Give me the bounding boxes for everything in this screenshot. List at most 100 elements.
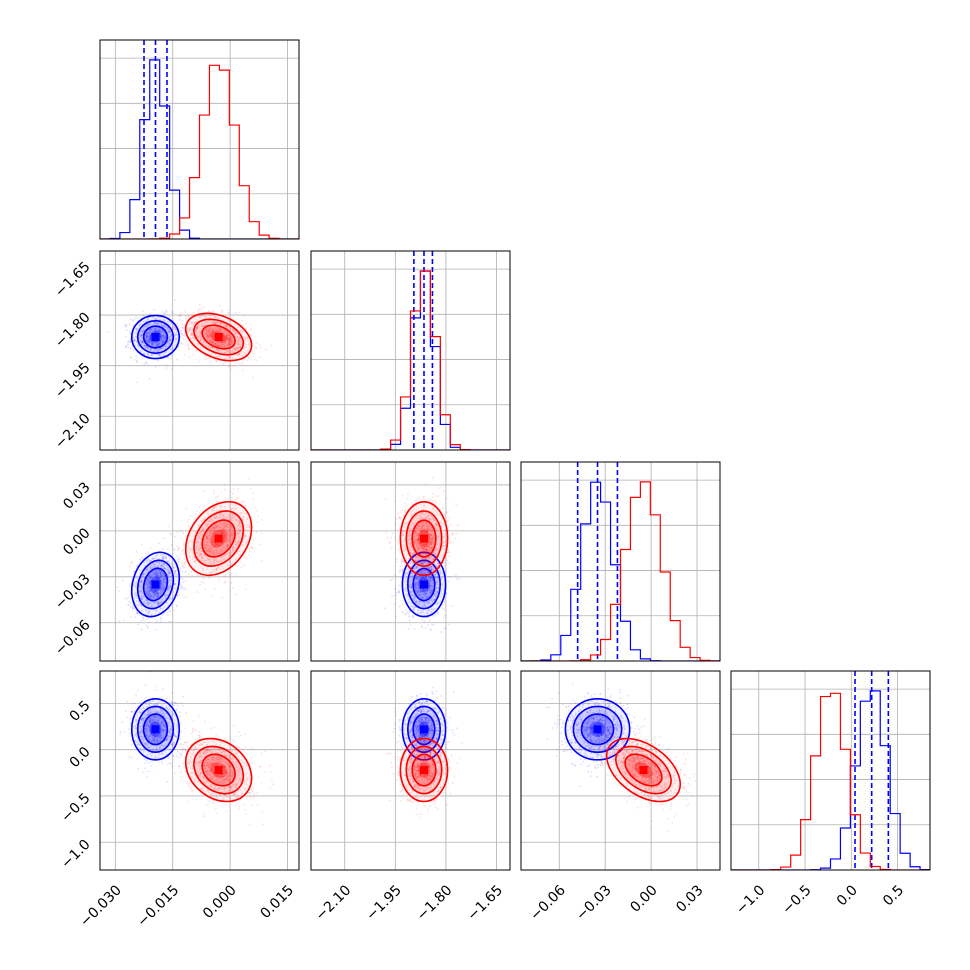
- scatter-points-red: [385, 708, 463, 819]
- diag-panel-3: [730, 670, 931, 871]
- scatter-panel-3-2: [520, 670, 721, 871]
- contour-line: [401, 551, 447, 618]
- y-tick-label: −0.03: [52, 571, 94, 613]
- x-tick-label: −0.030: [77, 882, 125, 930]
- contour-line: [399, 737, 449, 803]
- density-peak: [419, 766, 428, 775]
- histogram-red: [311, 270, 510, 450]
- y-tick-label: 0.5: [67, 698, 94, 725]
- contour-line: [130, 314, 181, 360]
- density-peak: [419, 534, 428, 543]
- x-tick-label: −2.10: [313, 882, 355, 924]
- density-peak: [419, 580, 428, 589]
- scatter-panel-1-0: [99, 250, 300, 451]
- panel-border: [310, 461, 511, 662]
- panel-border: [730, 670, 931, 871]
- contour-line: [411, 753, 437, 787]
- contour-line: [142, 325, 169, 349]
- contour-line: [399, 500, 449, 577]
- scatter-panel-3-1: [310, 670, 511, 871]
- contour-line: [142, 567, 169, 602]
- density-peak: [214, 333, 223, 342]
- contour-line: [142, 713, 169, 746]
- x-tick-label: 0.03: [673, 882, 706, 915]
- contour-line: [201, 324, 236, 350]
- contour-line: [136, 705, 175, 754]
- density-peak: [151, 333, 160, 342]
- contour-line: [193, 318, 245, 356]
- panel-border: [99, 39, 300, 240]
- x-tick-label: −0.03: [573, 882, 615, 924]
- x-tick-label: 0.5: [880, 882, 907, 909]
- density-peak: [419, 725, 428, 734]
- y-tick-label: −1.0: [58, 837, 93, 872]
- x-tick-label: −0.06: [527, 882, 569, 924]
- diag-panel-2: [520, 461, 721, 662]
- density-peak: [151, 725, 160, 734]
- x-tick-label: 0.0: [834, 882, 861, 909]
- contour-line: [412, 713, 436, 746]
- contour-line: [411, 519, 437, 558]
- contour-line: [572, 705, 623, 754]
- x-tick-label: −1.80: [414, 882, 456, 924]
- x-tick-label: −1.0: [733, 882, 768, 917]
- histogram-red: [521, 481, 720, 661]
- panel-border: [310, 670, 511, 871]
- y-tick-label: −2.10: [52, 411, 94, 453]
- contour-line: [184, 500, 253, 577]
- contour-line: [136, 320, 175, 354]
- y-tick-label: −0.06: [52, 617, 94, 659]
- contour-line: [405, 745, 443, 795]
- x-tick-label: −1.65: [464, 882, 506, 924]
- contour-line: [405, 510, 443, 567]
- contour-line: [201, 753, 236, 787]
- histogram-blue: [100, 59, 299, 239]
- contour-line: [184, 312, 253, 362]
- contour-line: [193, 745, 245, 795]
- scatter-points-blue: [546, 683, 647, 787]
- y-tick-label: −0.5: [58, 790, 93, 825]
- panel-border: [99, 670, 300, 871]
- y-tick-label: 0.0: [67, 744, 94, 771]
- y-tick-label: −1.80: [52, 309, 94, 351]
- y-tick-label: 0.00: [60, 525, 93, 558]
- contour-line: [412, 567, 436, 602]
- panel-border: [310, 250, 511, 451]
- contour-line: [605, 737, 682, 803]
- contour-line: [201, 519, 236, 558]
- panel-border: [520, 670, 721, 871]
- scatter-panel-2-0: [99, 461, 300, 662]
- contour-line: [193, 510, 245, 567]
- contour-line: [130, 697, 181, 761]
- x-tick-label: 0.000: [200, 882, 240, 922]
- contour-line: [564, 697, 631, 761]
- y-tick-label: 0.03: [60, 479, 93, 512]
- density-peak: [151, 580, 160, 589]
- diag-panel-1: [310, 250, 511, 451]
- contour-line: [624, 753, 663, 787]
- density-peak: [214, 766, 223, 775]
- contour-line: [401, 697, 447, 761]
- x-tick-label: 0.00: [627, 882, 660, 915]
- x-tick-label: −0.5: [779, 882, 814, 917]
- histogram-blue: [731, 690, 930, 870]
- x-tick-label: −1.95: [363, 882, 405, 924]
- contour-line: [184, 737, 253, 803]
- contour-line: [615, 745, 672, 795]
- x-tick-label: −0.015: [134, 882, 182, 930]
- panel-border: [520, 461, 721, 662]
- scatter-panel-2-1: [310, 461, 511, 662]
- density-peak: [214, 534, 223, 543]
- contour-line: [580, 713, 615, 746]
- y-tick-label: −1.95: [52, 360, 94, 402]
- density-peak: [593, 725, 602, 734]
- density-peak: [639, 766, 648, 775]
- contour-line: [407, 705, 441, 754]
- x-tick-label: 0.015: [257, 882, 297, 922]
- y-tick-label: −1.65: [52, 259, 94, 301]
- contour-line: [130, 551, 181, 618]
- contour-line: [407, 559, 441, 610]
- panel-border: [99, 250, 300, 451]
- panel-border: [99, 461, 300, 662]
